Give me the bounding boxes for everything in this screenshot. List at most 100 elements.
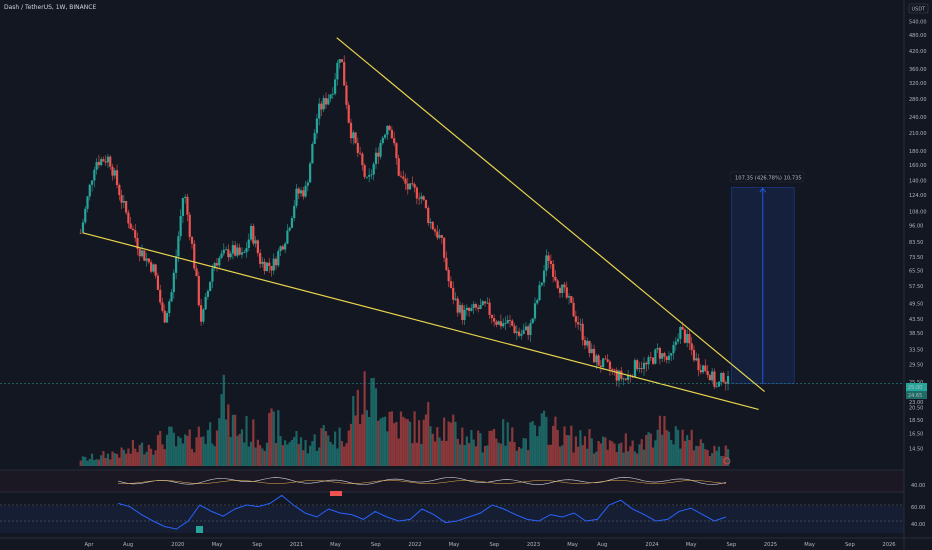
candle-body (588, 340, 591, 354)
volume-bar (724, 445, 727, 466)
candle-body (549, 260, 552, 264)
volume-bar (347, 430, 350, 466)
volume-bar (111, 451, 114, 466)
volume-bar (431, 433, 434, 466)
time-axis[interactable]: Apr Aug 2020 May Sep 2021 May Sep 2022 May Sep 2023… (85, 542, 896, 548)
candle-body (309, 163, 312, 183)
candle-body (583, 340, 587, 346)
candle-body (163, 310, 166, 323)
candle-body (724, 382, 727, 384)
candle-body (411, 183, 414, 185)
candle-body (293, 205, 296, 219)
candle-body (706, 371, 709, 376)
volume-bar (90, 453, 94, 466)
candle-body (154, 264, 157, 276)
candle-body (352, 132, 355, 139)
volume-bar (368, 416, 371, 466)
candle-body (115, 170, 119, 186)
volume-bar (599, 443, 602, 466)
candle-body (443, 237, 446, 258)
candle-body (322, 98, 325, 110)
last-price-tag (906, 383, 927, 391)
volume-bar (513, 442, 516, 466)
volume-bar (122, 449, 125, 466)
candle-body (438, 235, 441, 238)
price-tick-label: 16.50 (909, 431, 923, 437)
price-tick-label: 280.00 (909, 97, 927, 103)
volume-bar (345, 443, 348, 466)
candle-body (159, 289, 162, 303)
volume-bar (545, 416, 548, 466)
volume-bar (611, 441, 614, 466)
candle-body (240, 252, 244, 255)
candle-body (131, 228, 135, 231)
volume-bar (118, 457, 121, 466)
volume-bar (567, 435, 571, 466)
volume-bar (97, 459, 100, 466)
candle-body (388, 125, 391, 130)
candle-body (215, 263, 219, 266)
resistance-trendline[interactable] (336, 37, 765, 392)
price-tick-label: 57.50 (909, 284, 923, 290)
symbol-title: Dash / TetherUS, 1W, BINANCE (4, 4, 96, 11)
candle-body (522, 330, 525, 334)
volume-bar (588, 429, 591, 466)
volume-bar (454, 421, 457, 466)
candle-body (536, 300, 539, 304)
candle-body (109, 156, 112, 167)
price-tick-label: 14.50 (909, 447, 923, 453)
candle-body (447, 269, 450, 282)
time-tick-label: 2022 (408, 542, 421, 548)
candle-body (334, 79, 337, 94)
support-trendline[interactable] (82, 232, 759, 410)
volume-bar (488, 430, 491, 466)
candle-body (527, 326, 530, 335)
volume-bar (577, 446, 580, 466)
volume-bar (218, 418, 221, 466)
volume-bar (429, 426, 432, 466)
candle-body (386, 125, 389, 135)
candle-body (193, 243, 196, 269)
volume-bar (690, 429, 693, 466)
price-axis[interactable]: 540.00 480.00 420.00 360.00 320.00 280.00 240.… (909, 19, 927, 452)
volume-bar (231, 414, 234, 466)
candle-body (445, 257, 448, 270)
price-tick-label: 180.00 (909, 149, 927, 155)
volume-bar (113, 453, 116, 466)
volume-bar (449, 422, 453, 466)
candle-body (613, 369, 616, 371)
candle-body (220, 253, 223, 258)
volume-bar (592, 453, 596, 466)
candle-body (204, 296, 207, 310)
volume-bar (606, 449, 609, 466)
candle-body (113, 170, 116, 176)
candle-body (654, 349, 657, 364)
volume-bar (704, 449, 707, 466)
candle-body (390, 129, 393, 139)
volume-bar (331, 444, 334, 466)
volume-bar (288, 442, 291, 466)
candle-body (270, 265, 273, 271)
volume-bar (579, 430, 582, 466)
volume-bar (131, 439, 135, 466)
volume-bar (188, 429, 191, 466)
candle-body (397, 158, 400, 176)
volume-bar (243, 442, 246, 466)
volume-bar (109, 459, 112, 466)
volume-bar (86, 460, 89, 466)
alert-icon[interactable] (723, 457, 731, 465)
bottom-price-label: 23.00 (909, 400, 923, 406)
volume-bar (438, 437, 441, 466)
rsi-high-level-label: 60.00 (911, 505, 925, 511)
volume-bar (352, 395, 355, 466)
volume-bar (720, 455, 723, 466)
candle-body (670, 353, 673, 356)
volume-bar (81, 456, 85, 466)
candle-body (181, 198, 185, 217)
volume-bar (295, 431, 298, 466)
volume-bar (206, 430, 210, 466)
volume-bar (472, 439, 475, 466)
candle-body (663, 353, 666, 357)
currency-badge[interactable] (908, 3, 929, 14)
